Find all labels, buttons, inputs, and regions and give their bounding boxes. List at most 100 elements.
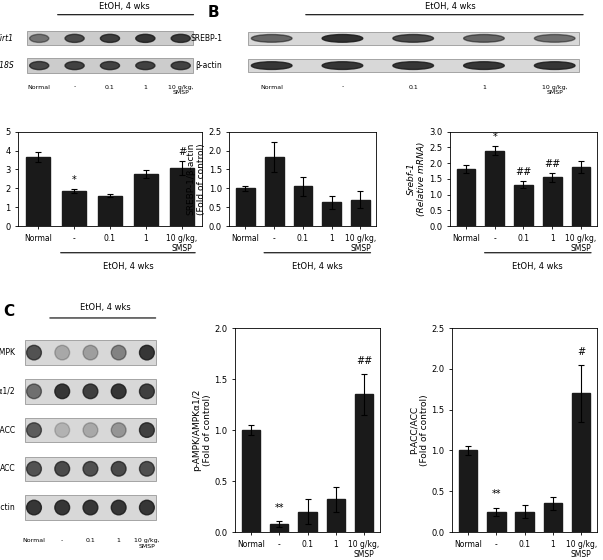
- Text: β-actin: β-actin: [195, 61, 222, 70]
- Bar: [485, 151, 504, 226]
- Ellipse shape: [83, 346, 98, 360]
- Ellipse shape: [171, 62, 191, 69]
- Text: Normal: Normal: [260, 85, 283, 90]
- FancyBboxPatch shape: [25, 379, 156, 404]
- Ellipse shape: [251, 35, 292, 42]
- Bar: [516, 512, 534, 532]
- Bar: [572, 393, 590, 532]
- Y-axis label: Sirt1
(Relative mRNA): Sirt1 (Relative mRNA): [0, 142, 2, 216]
- Text: -: -: [61, 538, 63, 543]
- Ellipse shape: [55, 384, 69, 399]
- Ellipse shape: [83, 384, 98, 399]
- Ellipse shape: [27, 346, 42, 360]
- Ellipse shape: [139, 500, 154, 515]
- Ellipse shape: [534, 35, 575, 42]
- Bar: [355, 394, 373, 532]
- Text: #: #: [178, 147, 186, 157]
- Text: ##: ##: [356, 356, 372, 366]
- Ellipse shape: [55, 461, 69, 476]
- Text: p-ACC: p-ACC: [0, 426, 15, 435]
- Ellipse shape: [322, 62, 363, 69]
- Ellipse shape: [322, 35, 363, 42]
- Text: 0.1: 0.1: [86, 538, 95, 543]
- Text: Normal: Normal: [22, 538, 45, 543]
- Ellipse shape: [101, 34, 119, 43]
- Ellipse shape: [112, 500, 126, 515]
- Bar: [327, 500, 345, 532]
- Text: p-AMPK: p-AMPK: [0, 348, 15, 357]
- Ellipse shape: [27, 461, 42, 476]
- Ellipse shape: [83, 500, 98, 515]
- Ellipse shape: [112, 423, 126, 437]
- FancyBboxPatch shape: [248, 59, 579, 72]
- Bar: [487, 512, 505, 532]
- Text: EtOH, 4 wks: EtOH, 4 wks: [292, 262, 343, 271]
- Text: 10 g/kg,
SMSP: 10 g/kg, SMSP: [542, 85, 567, 95]
- Ellipse shape: [27, 423, 42, 437]
- Ellipse shape: [112, 346, 126, 360]
- Ellipse shape: [251, 62, 292, 69]
- Text: ##: ##: [516, 167, 532, 177]
- Y-axis label: SREBP-1/β-actin
(Fold of control): SREBP-1/β-actin (Fold of control): [186, 143, 206, 215]
- Ellipse shape: [83, 423, 98, 437]
- FancyBboxPatch shape: [25, 418, 156, 442]
- Bar: [170, 168, 194, 226]
- Y-axis label: P-ACC/ACC
(Fold of control): P-ACC/ACC (Fold of control): [409, 394, 429, 466]
- Ellipse shape: [139, 346, 154, 360]
- Ellipse shape: [30, 62, 49, 69]
- Bar: [543, 178, 561, 226]
- Text: EtOH, 4 wks: EtOH, 4 wks: [513, 262, 563, 271]
- Text: SREBP-1: SREBP-1: [190, 34, 222, 43]
- FancyBboxPatch shape: [25, 495, 156, 520]
- Text: **: **: [274, 503, 284, 512]
- Text: C: C: [4, 304, 14, 319]
- Bar: [265, 157, 283, 226]
- Bar: [298, 512, 317, 532]
- Text: 10 g/kg,
SMSP: 10 g/kg, SMSP: [168, 85, 194, 95]
- FancyBboxPatch shape: [25, 456, 156, 481]
- Bar: [459, 450, 477, 532]
- Bar: [134, 174, 157, 226]
- Bar: [270, 524, 288, 532]
- Ellipse shape: [30, 34, 49, 43]
- Text: -: -: [74, 85, 76, 90]
- Text: *: *: [492, 132, 497, 142]
- Ellipse shape: [136, 34, 155, 43]
- Ellipse shape: [139, 423, 154, 437]
- Bar: [351, 200, 370, 226]
- Ellipse shape: [393, 62, 434, 69]
- Ellipse shape: [112, 384, 126, 399]
- Ellipse shape: [65, 62, 84, 69]
- Bar: [323, 202, 341, 226]
- Ellipse shape: [101, 62, 119, 69]
- FancyBboxPatch shape: [248, 32, 579, 45]
- Bar: [544, 503, 562, 532]
- Text: Rn18S: Rn18S: [0, 61, 14, 70]
- FancyBboxPatch shape: [27, 31, 193, 45]
- Text: -: -: [341, 85, 344, 90]
- Text: 0.1: 0.1: [105, 85, 115, 90]
- Text: EtOH, 4 wks: EtOH, 4 wks: [425, 2, 475, 11]
- Y-axis label: Srebf-1
(Relative mRNA): Srebf-1 (Relative mRNA): [407, 142, 426, 216]
- Text: AMPK-α1/2: AMPK-α1/2: [0, 387, 15, 396]
- Bar: [98, 195, 122, 226]
- FancyBboxPatch shape: [27, 58, 193, 73]
- Bar: [27, 157, 50, 226]
- Text: β-actin: β-actin: [0, 503, 15, 512]
- Y-axis label: p-AMPK/AMPKα1/2
(Fold of control): p-AMPK/AMPKα1/2 (Fold of control): [192, 389, 212, 472]
- Ellipse shape: [55, 423, 69, 437]
- Ellipse shape: [464, 35, 504, 42]
- Text: **: **: [491, 489, 501, 500]
- Text: EtOH, 4 wks: EtOH, 4 wks: [103, 262, 153, 271]
- Text: 1: 1: [144, 85, 147, 90]
- Text: EtOH, 4 wks: EtOH, 4 wks: [99, 2, 150, 11]
- Text: ACC: ACC: [0, 464, 15, 473]
- Text: 10 g/kg,
SMSP: 10 g/kg, SMSP: [134, 538, 160, 549]
- Ellipse shape: [55, 346, 69, 360]
- Bar: [62, 191, 86, 226]
- Text: 1: 1: [482, 85, 486, 90]
- Text: Sirt1: Sirt1: [0, 34, 14, 43]
- Bar: [236, 188, 255, 226]
- Ellipse shape: [171, 34, 191, 43]
- Text: Normal: Normal: [28, 85, 51, 90]
